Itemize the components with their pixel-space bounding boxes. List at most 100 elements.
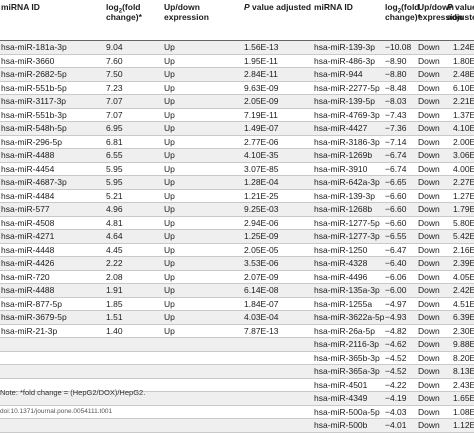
expression-direction-down-cell: Down [418,339,440,349]
p-value-up-cell: 3.07E-85 [244,163,279,174]
mirna-id-down-cell: hsa-miR-486-3p [314,55,375,66]
table-row: hsa-miR-551b-3p 7.07 Up 7.19E-11 hsa-miR-476… [0,109,474,122]
p-value-up-cell: 7.19E-11 [244,109,278,120]
log2-fold-change-up-cell: 4.45 [106,244,123,255]
mirna-id-up-cell: hsa-miR-720 [1,271,50,282]
mirna-id-up-cell: hsa-miR-2682-5p [1,69,67,79]
expression-direction-down-cell: Down [418,123,440,133]
mirna-id-up-cell: hsa-miR-21-3p [1,325,58,336]
expression-direction-down-cell: Down [418,177,440,187]
log2-fold-change-down-cell: −6.74 [385,150,407,160]
expression-direction-down-cell: Down [418,96,440,106]
mirna-id-down-cell: hsa-miR-139-3p [314,42,375,52]
p-value-up-cell: 1.28E-04 [244,177,279,187]
expression-direction-up-cell: Up [164,271,175,282]
log2-fold-change-down-cell: −4.22 [385,379,407,390]
table-row: hsa-miR-500b −4.01 Down 1.12E- [0,419,474,433]
table-row: hsa-miR-3679-5p 1.51 Up 4.03E-04 hsa-miR-362… [0,311,474,325]
p-value-down-cell: 1.27E- [453,190,474,201]
p-value-up-cell: 7.87E-13 [244,325,279,336]
header-up-down-right: Up/down expression [418,2,463,22]
p-value-down-cell: 1.24E- [453,42,474,52]
table-row: hsa-miR-877-5p 1.85 Up 1.84E-07 hsa-miR-1255… [0,298,474,311]
p-value-up-cell: 1.56E-13 [244,42,279,52]
mirna-id-down-cell: hsa-miR-1269b [314,150,373,160]
expression-direction-down-cell: Down [418,285,440,295]
log2-fold-change-up-cell: 9.04 [106,42,123,52]
table-footnote: Note: *fold change = (HepG2/DOX)/HepG2. [0,388,146,397]
expression-direction-down-cell: Down [418,82,440,93]
p-value-up-cell: 2.07E-09 [244,271,279,282]
log2-fold-change-up-cell: 5.21 [106,190,123,201]
mirna-id-up-cell: hsa-miR-551b-3p [1,109,67,120]
p-value-down-cell: 6.39E- [453,312,474,322]
expression-direction-down-cell: Down [418,190,440,201]
log2-fold-change-down-cell: −4.93 [385,312,407,322]
expression-direction-down-cell: Down [418,55,440,66]
p-value-down-cell: 4.00E- [453,163,474,174]
expression-direction-up-cell: Up [164,285,175,295]
expression-direction-down-cell: Down [418,379,440,390]
mirna-id-down-cell: hsa-miR-365a-3p [314,366,380,376]
expression-direction-down-cell: Down [418,136,440,147]
p-value-up-cell: 1.95E-11 [244,55,278,66]
log2-fold-change-down-cell: −4.19 [385,393,407,403]
table-row: hsa-miR-4426 2.22 Up 3.53E-06 hsa-miR-4328 −6… [0,257,474,271]
expression-direction-down-cell: Down [418,352,440,363]
expression-direction-up-cell: Up [164,42,175,52]
expression-direction-down-cell: Down [418,271,440,282]
expression-direction-up-cell: Up [164,217,175,228]
p-value-up-cell: 1.21E-25 [244,190,279,201]
log2-fold-change-down-cell: −8.48 [385,82,407,93]
log2-fold-change-down-cell: −6.60 [385,190,407,201]
p-value-down-cell: 5.42E- [453,231,474,241]
table-row: hsa-miR-4448 4.45 Up 2.05E-05 hsa-miR-1250 −6… [0,244,474,257]
expression-direction-down-cell: Down [418,163,440,174]
expression-direction-up-cell: Up [164,190,175,201]
p-value-down-cell: 8.13E- [453,366,474,376]
table-row: hsa-miR-4271 4.64 Up 1.25E-09 hsa-miR-1277-3… [0,230,474,244]
mirna-id-up-cell: hsa-miR-4271 [1,231,55,241]
table-row: hsa-miR-4484 5.21 Up 1.21E-25 hsa-miR-139-3p… [0,190,474,203]
p-value-down-cell: 9.88E- [453,339,474,349]
expression-direction-up-cell: Up [164,123,175,133]
table-row: hsa-miR-365a-3p −4.52 Down 8.13E- [0,365,474,379]
log2-fold-change-up-cell: 6.81 [106,136,123,147]
p-value-down-cell: 5.80E- [453,217,474,228]
header-log2-fold-change-left: log2(fold change)* [106,2,142,22]
log2-fold-change-down-cell: −4.52 [385,366,407,376]
expression-direction-up-cell: Up [164,312,175,322]
expression-direction-up-cell: Up [164,136,175,147]
table-row: hsa-miR-720 2.08 Up 2.07E-09 hsa-miR-4496 −6.… [0,271,474,284]
header-mirna-id-right: miRNA ID [314,2,353,12]
p-value-up-cell: 3.53E-06 [244,258,279,268]
table-row: hsa-miR-2682-5p 7.50 Up 2.84E-11 hsa-miR-944… [0,68,474,82]
p-value-up-cell: 2.94E-06 [244,217,279,228]
mirna-id-down-cell: hsa-miR-4496 [314,271,368,282]
header-row: miRNA ID log2(fold change)* Up/down expres… [0,0,474,40]
table-row: hsa-miR-2116-3p −4.62 Down 9.88E- [0,338,474,352]
log2-fold-change-down-cell: −10.08 [385,42,412,52]
log2-fold-change-down-cell: −6.74 [385,163,407,174]
p-value-down-cell: 1.37E- [453,109,474,120]
log2-fold-change-up-cell: 1.51 [106,312,123,322]
table-row: hsa-miR-4687-3p 5.95 Up 1.28E-04 hsa-miR-642… [0,176,474,190]
p-value-up-cell: 2.05E-05 [244,244,279,255]
p-value-up-cell: 4.03E-04 [244,312,279,322]
header-up-down-left: Up/down expression [164,2,209,22]
mirna-id-down-cell: hsa-miR-4427 [314,123,368,133]
p-value-down-cell: 2.27E- [453,177,474,187]
log2-fold-change-down-cell: −4.82 [385,325,407,336]
mirna-id-down-cell: hsa-miR-139-3p [314,190,375,201]
mirna-id-up-cell: hsa-miR-4484 [1,190,55,201]
mirna-id-down-cell: hsa-miR-500b [314,420,368,430]
mirna-id-up-cell: hsa-miR-4488 [1,150,55,160]
p-value-down-cell: 2.42E- [453,285,474,295]
log2-fold-change-up-cell: 7.07 [106,96,123,106]
p-value-down-cell: 4.10E- [453,123,474,133]
table-row: hsa-miR-548h-5p 6.95 Up 1.49E-07 hsa-miR-442… [0,122,474,136]
log2-fold-change-up-cell: 6.55 [106,150,123,160]
expression-direction-down-cell: Down [418,420,440,430]
p-value-down-cell: 4.05E- [453,271,474,282]
p-value-down-cell: 1.08E- [453,406,474,417]
